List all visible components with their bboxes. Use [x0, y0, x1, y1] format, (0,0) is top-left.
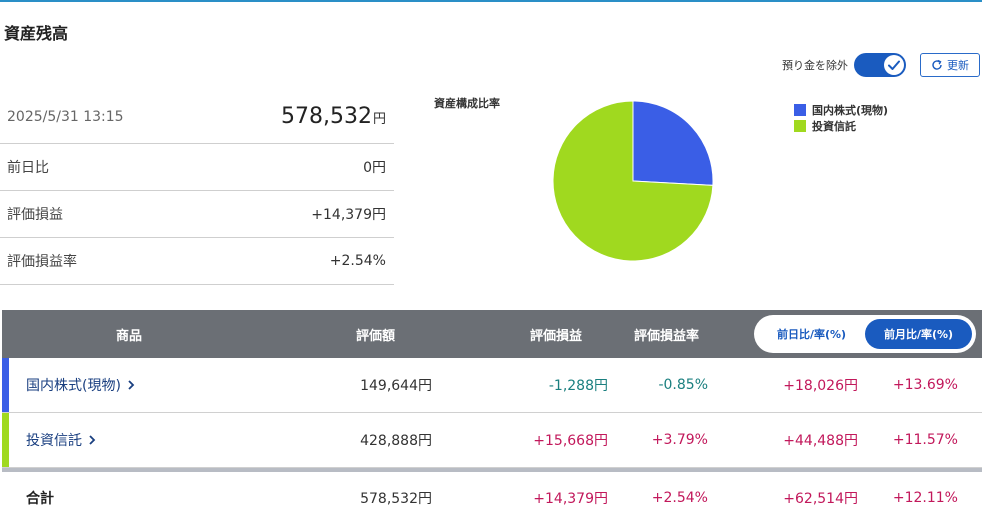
- table-header: 商品 評価額 評価損益 評価損益率 前日比/率(%) 前月比/率(%): [2, 310, 982, 358]
- legend-item: 国内株式(現物): [794, 102, 888, 118]
- change-cell: +18,026円: [783, 378, 858, 394]
- exclude-deposit-label: 預り金を除外: [782, 59, 848, 72]
- summary-row-pl-rate: 評価損益率 +2.54%: [0, 238, 394, 285]
- row-color-bar: [2, 413, 9, 467]
- header-pl-rate: 評価損益率: [634, 328, 700, 344]
- tab-day-change[interactable]: 前日比/率(%): [776, 328, 847, 341]
- table-row: 国内株式(現物) 149,644円 -1,288円 -0.85% +18,026…: [2, 358, 982, 413]
- chevron-right-icon: [88, 434, 96, 446]
- refresh-label: 更新: [947, 59, 969, 72]
- summary-label: 前日比: [7, 160, 49, 176]
- product-name: 国内株式(現物): [26, 378, 121, 394]
- holdings-table: 商品 評価額 評価損益 評価損益率 前日比/率(%) 前月比/率(%) 国内株式…: [2, 310, 982, 521]
- summary-total-value: 578,532: [281, 104, 372, 129]
- chevron-right-icon: [127, 379, 135, 391]
- legend-label: 投資信託: [812, 120, 856, 133]
- legend-item: 投資信託: [794, 118, 888, 134]
- pl-rate-cell: +3.79%: [651, 432, 708, 448]
- summary-value: +14,379円: [311, 207, 386, 223]
- valuation-cell: 578,532円: [360, 491, 432, 507]
- check-icon: [884, 55, 904, 75]
- summary-row-pl: 評価損益 +14,379円: [0, 191, 394, 238]
- legend-label: 国内株式(現物): [812, 104, 889, 117]
- asset-allocation-pie-chart: [552, 100, 714, 262]
- change-rate-cell: +13.69%: [892, 377, 958, 393]
- summary-value: +2.54%: [329, 253, 386, 269]
- change-cell: +62,514円: [783, 491, 858, 507]
- refresh-icon: [931, 59, 943, 71]
- valuation-cell: 149,644円: [360, 378, 432, 394]
- pl-rate-cell: -0.85%: [658, 377, 708, 393]
- total-label: 合計: [26, 491, 54, 507]
- row-color-bar: [2, 358, 9, 412]
- tab-month-change[interactable]: 前月比/率(%): [865, 319, 972, 349]
- balance-summary: 2025/5/31 13:15 578,532円 前日比 0円 評価損益 +14…: [0, 90, 394, 285]
- pl-cell: -1,288円: [548, 378, 608, 394]
- page-title: 資産残高: [4, 24, 69, 43]
- summary-total-unit: 円: [372, 112, 386, 127]
- total-label-cell: 合計: [26, 472, 54, 521]
- pie-slice-domestic-stock: [632, 100, 714, 186]
- change-cell: +44,488円: [783, 433, 858, 449]
- chart-legend: 国内株式(現物) 投資信託: [794, 102, 888, 134]
- product-name: 投資信託: [26, 433, 82, 449]
- table-row: 投資信託 428,888円 +15,668円 +3.79% +44,488円 +…: [2, 413, 982, 468]
- summary-total: 578,532円: [281, 104, 386, 129]
- header-product: 商品: [116, 328, 143, 344]
- summary-label: 評価損益率: [7, 254, 77, 270]
- pl-cell: +14,379円: [533, 491, 608, 507]
- summary-label: 評価損益: [7, 207, 63, 223]
- table-total-row: 合計 578,532円 +14,379円 +2.54% +62,514円 +12…: [2, 472, 982, 521]
- summary-total-row: 2025/5/31 13:15 578,532円: [0, 90, 394, 144]
- pl-cell: +15,668円: [533, 433, 608, 449]
- pie-slice-investment-trust: [552, 100, 714, 262]
- summary-datetime: 2025/5/31 13:15: [7, 108, 124, 125]
- product-link-investment-trust[interactable]: 投資信託: [26, 413, 96, 467]
- valuation-cell: 428,888円: [360, 433, 432, 449]
- header-pl: 評価損益: [530, 328, 583, 344]
- legend-swatch: [794, 104, 806, 116]
- legend-swatch: [794, 120, 806, 132]
- summary-value: 0円: [363, 160, 386, 176]
- refresh-button[interactable]: 更新: [920, 53, 980, 77]
- exclude-deposit-toggle[interactable]: [854, 53, 906, 77]
- header-valuation: 評価額: [356, 328, 396, 344]
- product-link-domestic-stock[interactable]: 国内株式(現物): [26, 358, 135, 412]
- total-divider: [2, 468, 982, 472]
- pl-rate-cell: +2.54%: [651, 490, 708, 506]
- change-rate-cell: +11.57%: [892, 432, 958, 448]
- summary-row-day-change: 前日比 0円: [0, 144, 394, 191]
- chart-title: 資産構成比率: [434, 97, 500, 110]
- period-segmented-control: 前日比/率(%) 前月比/率(%): [754, 315, 976, 353]
- exclude-deposit-toggle-group: 預り金を除外: [782, 53, 906, 77]
- top-accent-line: [0, 0, 982, 2]
- change-rate-cell: +12.11%: [892, 490, 958, 506]
